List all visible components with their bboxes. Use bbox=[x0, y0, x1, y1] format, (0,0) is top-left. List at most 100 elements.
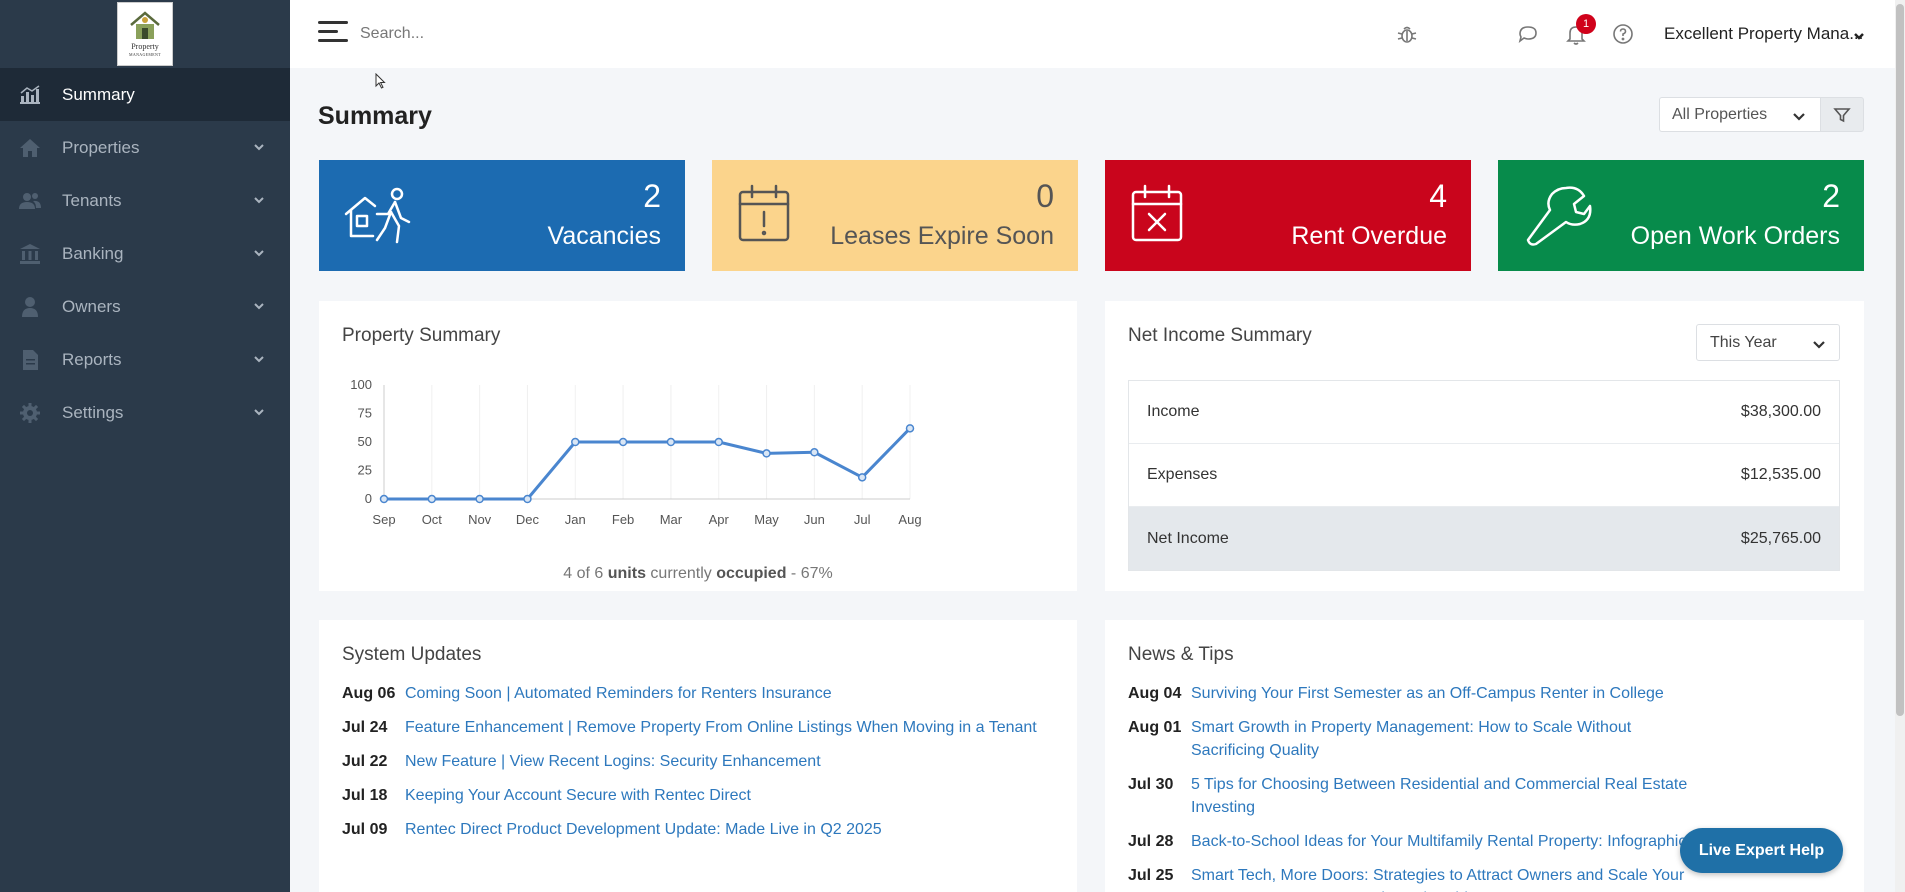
y-tick-label: 100 bbox=[350, 377, 372, 392]
caption-occupied: occupied bbox=[716, 565, 787, 582]
y-tick-label: 50 bbox=[358, 434, 372, 449]
item-link[interactable]: Keeping Your Account Secure with Rentec … bbox=[405, 787, 751, 804]
live-expert-help-button[interactable]: Live Expert Help bbox=[1680, 828, 1843, 873]
sidebar-item-label: Owners bbox=[62, 296, 121, 316]
updates-list: Aug 06 Coming Soon | Automated Reminders … bbox=[342, 682, 1037, 852]
card-title: News & Tips bbox=[1128, 644, 1234, 665]
chevron-down-icon bbox=[1792, 109, 1806, 123]
scrollbar-thumb[interactable] bbox=[1896, 4, 1904, 716]
stat-label: Vacancies bbox=[547, 222, 662, 250]
scrollbar[interactable] bbox=[1895, 0, 1905, 892]
x-tick-label: Jul bbox=[854, 512, 871, 527]
chat-icon[interactable] bbox=[1516, 22, 1540, 46]
home-icon bbox=[18, 137, 42, 159]
bank-icon bbox=[18, 243, 42, 265]
chevron-down-icon[interactable] bbox=[1853, 29, 1865, 41]
series-line bbox=[384, 427, 912, 501]
occupancy-caption: 4 of 6 units currently occupied - 67% bbox=[319, 565, 1077, 583]
x-tick-label: May bbox=[754, 512, 779, 527]
stat-card-rent-overdue[interactable]: 4 Rent Overdue bbox=[1105, 160, 1471, 271]
item-date: Jul 18 bbox=[342, 787, 388, 804]
item-link[interactable]: Back-to-School Ideas for Your Multifamil… bbox=[1191, 833, 1687, 850]
range-select-value: This Year bbox=[1710, 334, 1777, 351]
sidebar-item-properties[interactable]: Properties bbox=[0, 121, 290, 174]
item-date: Jul 09 bbox=[342, 821, 388, 838]
list-item: Jul 25 Smart Tech, More Doors: Strategies… bbox=[1128, 864, 1688, 892]
chevron-down-icon bbox=[252, 245, 266, 259]
data-point bbox=[571, 437, 580, 447]
list-item: Jul 22 New Feature | View Recent Logins: … bbox=[342, 750, 1037, 773]
stat-label: Leases Expire Soon bbox=[830, 222, 1054, 250]
data-point bbox=[475, 494, 484, 504]
item-link[interactable]: Surviving Your First Semester as an Off-… bbox=[1191, 685, 1664, 702]
item-link[interactable]: Smart Tech, More Doors: Strategies to At… bbox=[1191, 867, 1685, 892]
stat-value: 2 bbox=[643, 178, 661, 214]
filter-button[interactable] bbox=[1820, 97, 1864, 132]
table-row: Income $38,300.00 bbox=[1129, 381, 1839, 444]
user-icon bbox=[18, 296, 42, 318]
x-tick-label: Jan bbox=[565, 512, 586, 527]
data-point bbox=[857, 473, 867, 482]
sidebar-item-settings[interactable]: Settings bbox=[0, 386, 290, 439]
gear-icon bbox=[18, 402, 42, 424]
page-title: Summary bbox=[318, 102, 432, 130]
sidebar-item-label: Summary bbox=[62, 84, 135, 104]
data-point bbox=[714, 437, 723, 447]
data-point bbox=[666, 437, 676, 447]
sidebar-item-reports[interactable]: Reports bbox=[0, 333, 290, 386]
list-item: Aug 04 Surviving Your First Semester as a… bbox=[1128, 682, 1688, 705]
news-list: Aug 04 Surviving Your First Semester as a… bbox=[1128, 682, 1688, 892]
item-link[interactable]: Feature Enhancement | Remove Property Fr… bbox=[405, 719, 1037, 736]
item-date: Jul 30 bbox=[1128, 776, 1174, 793]
item-link[interactable]: Smart Growth in Property Management: How… bbox=[1191, 719, 1632, 759]
stat-card-work-orders[interactable]: 2 Open Work Orders bbox=[1498, 160, 1864, 271]
company-logo[interactable]: Property MANAGEMENT bbox=[117, 2, 173, 66]
item-date: Jul 24 bbox=[342, 719, 388, 736]
data-point bbox=[762, 449, 771, 458]
sidebar-item-owners[interactable]: Owners bbox=[0, 280, 290, 333]
sidebar-item-tenants[interactable]: Tenants bbox=[0, 174, 290, 227]
x-tick-label: Apr bbox=[709, 512, 730, 527]
bug-icon[interactable] bbox=[1395, 22, 1419, 46]
item-link[interactable]: 5 Tips for Choosing Between Residential … bbox=[1191, 776, 1688, 816]
item-link[interactable]: Rentec Direct Product Development Update… bbox=[405, 821, 882, 838]
item-link[interactable]: Coming Soon | Automated Reminders for Re… bbox=[405, 685, 832, 702]
company-menu[interactable]: Excellent Property Mana... bbox=[1664, 24, 1864, 43]
hamburger-menu-icon[interactable] bbox=[318, 21, 348, 45]
sidebar: Property MANAGEMENT Summary Properties T… bbox=[0, 0, 290, 892]
property-summary-card: Property Summary 100 75 50 25 0 Sep Oct Nov Dec J… bbox=[319, 301, 1077, 591]
stat-card-leases-expire[interactable]: 0 Leases Expire Soon bbox=[712, 160, 1078, 271]
item-date: Aug 06 bbox=[342, 685, 396, 702]
caption-mid: currently bbox=[650, 565, 712, 582]
chevron-down-icon bbox=[1812, 337, 1826, 351]
chevron-down-icon bbox=[252, 404, 266, 418]
net-income-table: Income $38,300.00 Expenses $12,535.00 Ne… bbox=[1128, 380, 1840, 571]
sidebar-item-label: Banking bbox=[62, 243, 124, 263]
row-value: $38,300.00 bbox=[1740, 403, 1821, 420]
top-bar: 1 Excellent Property Mana... bbox=[290, 0, 1895, 68]
property-select-value: All Properties bbox=[1672, 106, 1768, 123]
x-tick-label: Mar bbox=[660, 512, 683, 527]
list-item: Jul 18 Keeping Your Account Secure with R… bbox=[342, 784, 1037, 807]
stat-label: Open Work Orders bbox=[1630, 222, 1840, 250]
item-link[interactable]: New Feature | View Recent Logins: Securi… bbox=[405, 753, 821, 770]
stat-card-vacancies[interactable]: 2 Vacancies bbox=[319, 160, 685, 271]
sidebar-item-summary[interactable]: Summary bbox=[0, 68, 290, 121]
item-date: Jul 22 bbox=[342, 753, 388, 770]
property-select[interactable]: All Properties bbox=[1659, 97, 1820, 132]
range-select[interactable]: This Year bbox=[1696, 324, 1840, 361]
item-date: Aug 04 bbox=[1128, 685, 1182, 702]
vacancy-icon bbox=[343, 184, 413, 248]
x-tick-label: Aug bbox=[898, 512, 921, 527]
stat-value: 2 bbox=[1822, 178, 1840, 214]
help-icon[interactable] bbox=[1611, 22, 1635, 46]
mouse-cursor-icon bbox=[375, 73, 386, 89]
search-input[interactable] bbox=[360, 18, 860, 50]
data-point bbox=[427, 494, 437, 504]
calendar-alert-icon bbox=[736, 184, 806, 248]
sidebar-item-banking[interactable]: Banking bbox=[0, 227, 290, 280]
row-label: Expenses bbox=[1147, 466, 1218, 483]
list-item: Jul 28 Back-to-School Ideas for Your Mult… bbox=[1128, 830, 1688, 853]
house-logo-icon bbox=[130, 11, 160, 39]
